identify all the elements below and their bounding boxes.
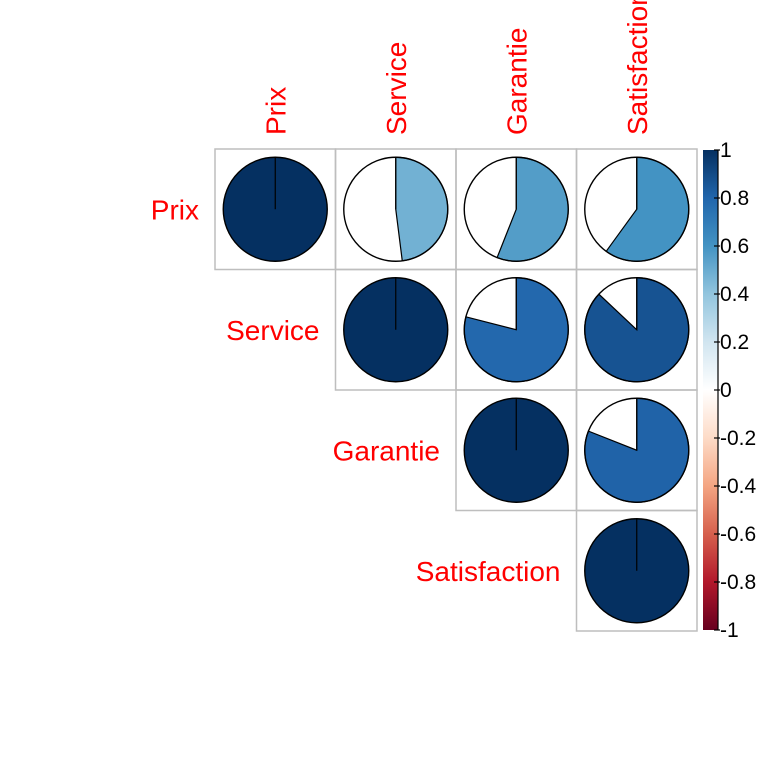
col-label-garantie: Garantie [501, 28, 532, 135]
colorbar-tick-label: 0.4 [720, 283, 750, 306]
cell-prix-service [334, 148, 457, 271]
colorbar-tick-label: 0.6 [720, 235, 749, 258]
cell-prix-garantie [455, 148, 578, 271]
col-label-satisfaction: Satisfaction [622, 0, 653, 135]
colorbar-gradient [703, 150, 718, 630]
row-label-garantie: Garantie [333, 435, 440, 466]
cell-garantie-garantie [455, 389, 578, 512]
cell-service-service [334, 268, 457, 391]
colorbar-tick-label: -0.8 [720, 571, 756, 594]
colorbar-tick-label: -1 [720, 619, 739, 642]
colorbar-tick-label: 0.2 [720, 331, 749, 354]
row-label-prix: Prix [151, 194, 199, 225]
cell-prix-satisfaction [575, 148, 698, 271]
cell-service-satisfaction [575, 268, 698, 391]
pie-slice [395, 156, 449, 262]
colorbar-tick-label: 0 [720, 379, 732, 402]
cell-satisfaction-satisfaction [575, 509, 698, 632]
colorbar-tick-label: -0.4 [720, 475, 757, 498]
color-legend: 1 0.8 0.6 0.4 0.2 0 -0.2 -0.4 -0.6 -0.8 -1 [703, 139, 757, 642]
cell-service-garantie [455, 268, 578, 391]
col-label-prix: Prix [260, 87, 291, 135]
colorbar-tick-label: -0.2 [720, 427, 756, 450]
row-label-service: Service [226, 315, 319, 346]
colorbar-tick-label: 1 [720, 139, 732, 162]
row-labels: Prix Service Garantie Satisfaction [151, 194, 561, 587]
col-label-service: Service [381, 42, 412, 135]
cell-garantie-satisfaction [575, 389, 698, 512]
colorbar-tick-label: -0.6 [720, 523, 756, 546]
correlation-cells [214, 148, 698, 632]
colorbar-tick-label: 0.8 [720, 187, 749, 210]
row-label-satisfaction: Satisfaction [416, 556, 561, 587]
cell-prix-prix [214, 148, 337, 271]
column-labels: Prix Service Garantie Satisfaction [260, 0, 653, 135]
